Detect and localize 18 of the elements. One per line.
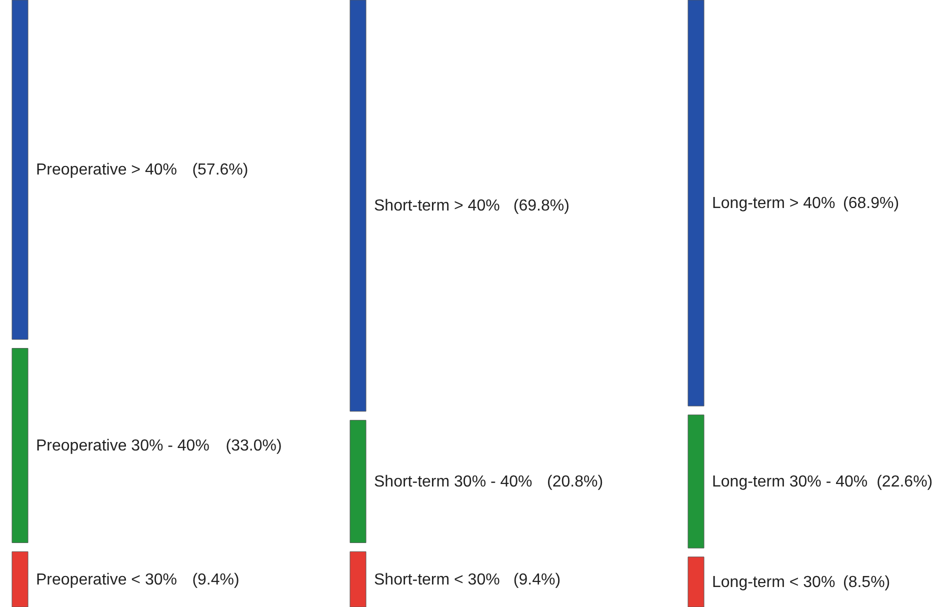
category-label: Short-term > 40% — [374, 198, 500, 215]
category-label: Long-term > 40% — [712, 195, 836, 212]
data-label: (8.5%) — [843, 574, 890, 591]
data-label: (9.4%) — [513, 571, 561, 588]
data-label: (22.6%) — [876, 473, 933, 490]
category-label: Short-term < 30% — [374, 571, 500, 588]
category-label: Long-term < 30% — [712, 574, 836, 591]
category-label: Long-term 30% - 40% — [712, 473, 868, 490]
category-label: Short-term 30% - 40% — [374, 473, 532, 490]
data-label: (57.6%) — [192, 162, 248, 179]
category-label: Preoperative 30% - 40% — [36, 438, 210, 455]
category-label: Preoperative < 30% — [36, 571, 177, 588]
data-label: (20.8%) — [547, 473, 604, 490]
data-label: (9.4%) — [192, 571, 240, 588]
data-label: (69.8%) — [513, 198, 570, 215]
data-label: (33.0%) — [226, 438, 282, 455]
category-label: Preoperative > 40% — [36, 162, 177, 179]
data-label: (68.9%) — [843, 195, 900, 212]
